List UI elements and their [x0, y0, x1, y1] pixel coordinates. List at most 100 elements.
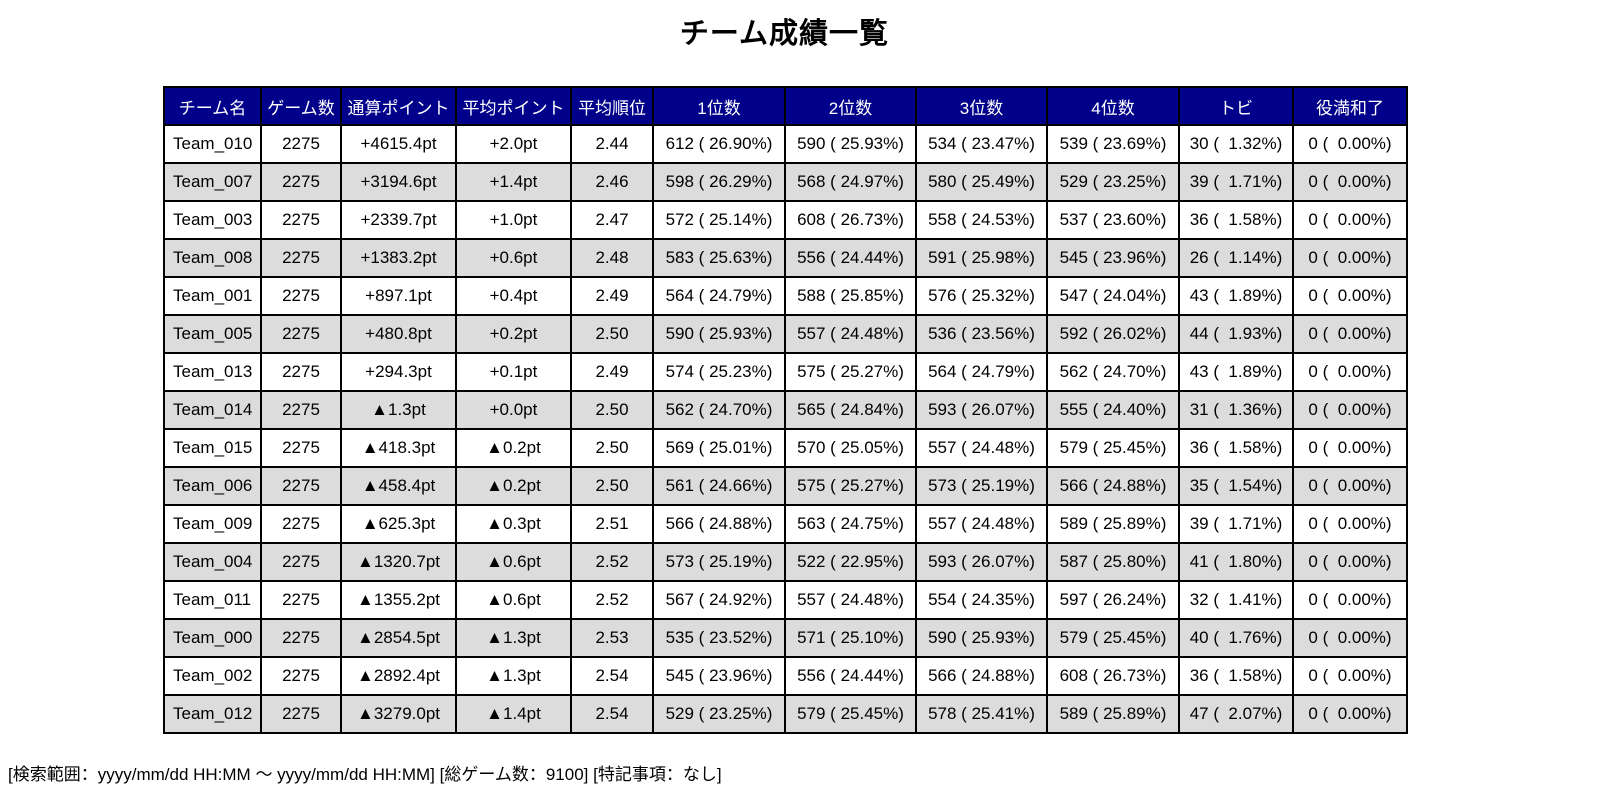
cell: 558 ( 24.53%) [915, 200, 1048, 240]
cell: 522 ( 22.95%) [784, 542, 917, 582]
table-row: Team_004 2275 ▲1320.7pt ▲0.6pt 2.52 573 ( 25.… [163, 542, 1408, 582]
cell: +1383.2pt [340, 238, 457, 278]
cell: 41 ( 1.80%) [1178, 542, 1294, 582]
cell: ▲0.3pt [455, 504, 572, 544]
cell: 35 ( 1.54%) [1178, 466, 1294, 506]
cell: 26 ( 1.14%) [1178, 238, 1294, 278]
team-name-cell: Team_010 [163, 124, 262, 164]
column-header-3: 平均ポイント [455, 86, 572, 126]
team-name-cell: Team_000 [163, 618, 262, 658]
cell: 566 ( 24.88%) [652, 504, 786, 544]
cell: +2.0pt [455, 124, 572, 164]
cell: 2275 [260, 618, 342, 658]
cell: 2275 [260, 580, 342, 620]
cell: 591 ( 25.98%) [915, 238, 1048, 278]
cell: +294.3pt [340, 352, 457, 392]
cell: 572 ( 25.14%) [652, 200, 786, 240]
cell: ▲1320.7pt [340, 542, 457, 582]
cell: 566 ( 24.88%) [915, 656, 1048, 696]
cell: 598 ( 26.29%) [652, 162, 786, 202]
cell: 2.48 [570, 238, 654, 278]
cell: 0 ( 0.00%) [1292, 580, 1408, 620]
team-name-cell: Team_005 [163, 314, 262, 354]
cell: +1.4pt [455, 162, 572, 202]
cell: 587 ( 25.80%) [1046, 542, 1180, 582]
cell: ▲625.3pt [340, 504, 457, 544]
cell: 539 ( 23.69%) [1046, 124, 1180, 164]
cell: 566 ( 24.88%) [1046, 466, 1180, 506]
cell: 2275 [260, 694, 342, 734]
cell: ▲2892.4pt [340, 656, 457, 696]
cell: 573 ( 25.19%) [915, 466, 1048, 506]
cell: ▲1.3pt [455, 656, 572, 696]
cell: 545 ( 23.96%) [1046, 238, 1180, 278]
cell: +0.6pt [455, 238, 572, 278]
table-row: Team_015 2275 ▲418.3pt ▲0.2pt 2.50 569 ( 25.0… [163, 428, 1408, 468]
cell: 2.46 [570, 162, 654, 202]
cell: 2275 [260, 200, 342, 240]
cell: 589 ( 25.89%) [1046, 504, 1180, 544]
footer-note: [検索範囲：yyyy/mm/dd HH:MM ～ yyyy/mm/dd HH:M… [8, 765, 722, 784]
cell: ▲0.2pt [455, 428, 572, 468]
cell: 579 ( 25.45%) [784, 694, 917, 734]
cell: 583 ( 25.63%) [652, 238, 786, 278]
cell: 2.54 [570, 694, 654, 734]
cell: ▲2854.5pt [340, 618, 457, 658]
cell: 2275 [260, 390, 342, 430]
cell: 529 ( 23.25%) [652, 694, 786, 734]
cell: 2.54 [570, 656, 654, 696]
table-body: Team_010 2275 +4615.4pt +2.0pt 2.44 612 ( 26.… [163, 124, 1408, 734]
cell: 2.50 [570, 428, 654, 468]
cell: 2.50 [570, 390, 654, 430]
cell: 0 ( 0.00%) [1292, 276, 1408, 316]
team-name-cell: Team_006 [163, 466, 262, 506]
cell: 0 ( 0.00%) [1292, 124, 1408, 164]
cell: 0 ( 0.00%) [1292, 466, 1408, 506]
cell: 556 ( 24.44%) [784, 238, 917, 278]
cell: 575 ( 25.27%) [784, 466, 917, 506]
cell: 556 ( 24.44%) [784, 656, 917, 696]
cell: 2.50 [570, 466, 654, 506]
cell: 593 ( 26.07%) [915, 542, 1048, 582]
cell: +3194.6pt [340, 162, 457, 202]
cell: ▲1355.2pt [340, 580, 457, 620]
cell: 557 ( 24.48%) [784, 314, 917, 354]
cell: 579 ( 25.45%) [1046, 618, 1180, 658]
cell: 576 ( 25.32%) [915, 276, 1048, 316]
cell: 40 ( 1.76%) [1178, 618, 1294, 658]
table-row: Team_003 2275 +2339.7pt +1.0pt 2.47 572 ( 25.… [163, 200, 1408, 240]
cell: 0 ( 0.00%) [1292, 618, 1408, 658]
cell: 557 ( 24.48%) [784, 580, 917, 620]
cell: 612 ( 26.90%) [652, 124, 786, 164]
team-name-cell: Team_008 [163, 238, 262, 278]
cell: +0.0pt [455, 390, 572, 430]
column-header-8: 4位数 [1046, 86, 1180, 126]
cell: 2275 [260, 504, 342, 544]
cell: 534 ( 23.47%) [915, 124, 1048, 164]
column-header-5: 1位数 [652, 86, 786, 126]
cell: ▲458.4pt [340, 466, 457, 506]
cell: 597 ( 26.24%) [1046, 580, 1180, 620]
cell: +897.1pt [340, 276, 457, 316]
header-row: チーム名 ゲーム数 通算ポイント 平均ポイント 平均順位 1位数 2位数 3位数 4位数 トビ 役満… [163, 86, 1408, 126]
cell: 567 ( 24.92%) [652, 580, 786, 620]
table-header: チーム名 ゲーム数 通算ポイント 平均ポイント 平均順位 1位数 2位数 3位数 4位数 トビ 役満… [163, 86, 1408, 126]
cell: 31 ( 1.36%) [1178, 390, 1294, 430]
cell: 2275 [260, 428, 342, 468]
cell: +0.1pt [455, 352, 572, 392]
cell: 579 ( 25.45%) [1046, 428, 1180, 468]
team-name-cell: Team_015 [163, 428, 262, 468]
cell: 36 ( 1.58%) [1178, 200, 1294, 240]
cell: 564 ( 24.79%) [915, 352, 1048, 392]
cell: 557 ( 24.48%) [915, 504, 1048, 544]
cell: 536 ( 23.56%) [915, 314, 1048, 354]
team-name-cell: Team_009 [163, 504, 262, 544]
cell: 2275 [260, 314, 342, 354]
cell: 43 ( 1.89%) [1178, 352, 1294, 392]
cell: 2275 [260, 466, 342, 506]
cell: 44 ( 1.93%) [1178, 314, 1294, 354]
cell: +0.4pt [455, 276, 572, 316]
cell: 569 ( 25.01%) [652, 428, 786, 468]
table-row: Team_010 2275 +4615.4pt +2.0pt 2.44 612 ( 26.… [163, 124, 1408, 164]
table-row: Team_007 2275 +3194.6pt +1.4pt 2.46 598 ( 26.… [163, 162, 1408, 202]
